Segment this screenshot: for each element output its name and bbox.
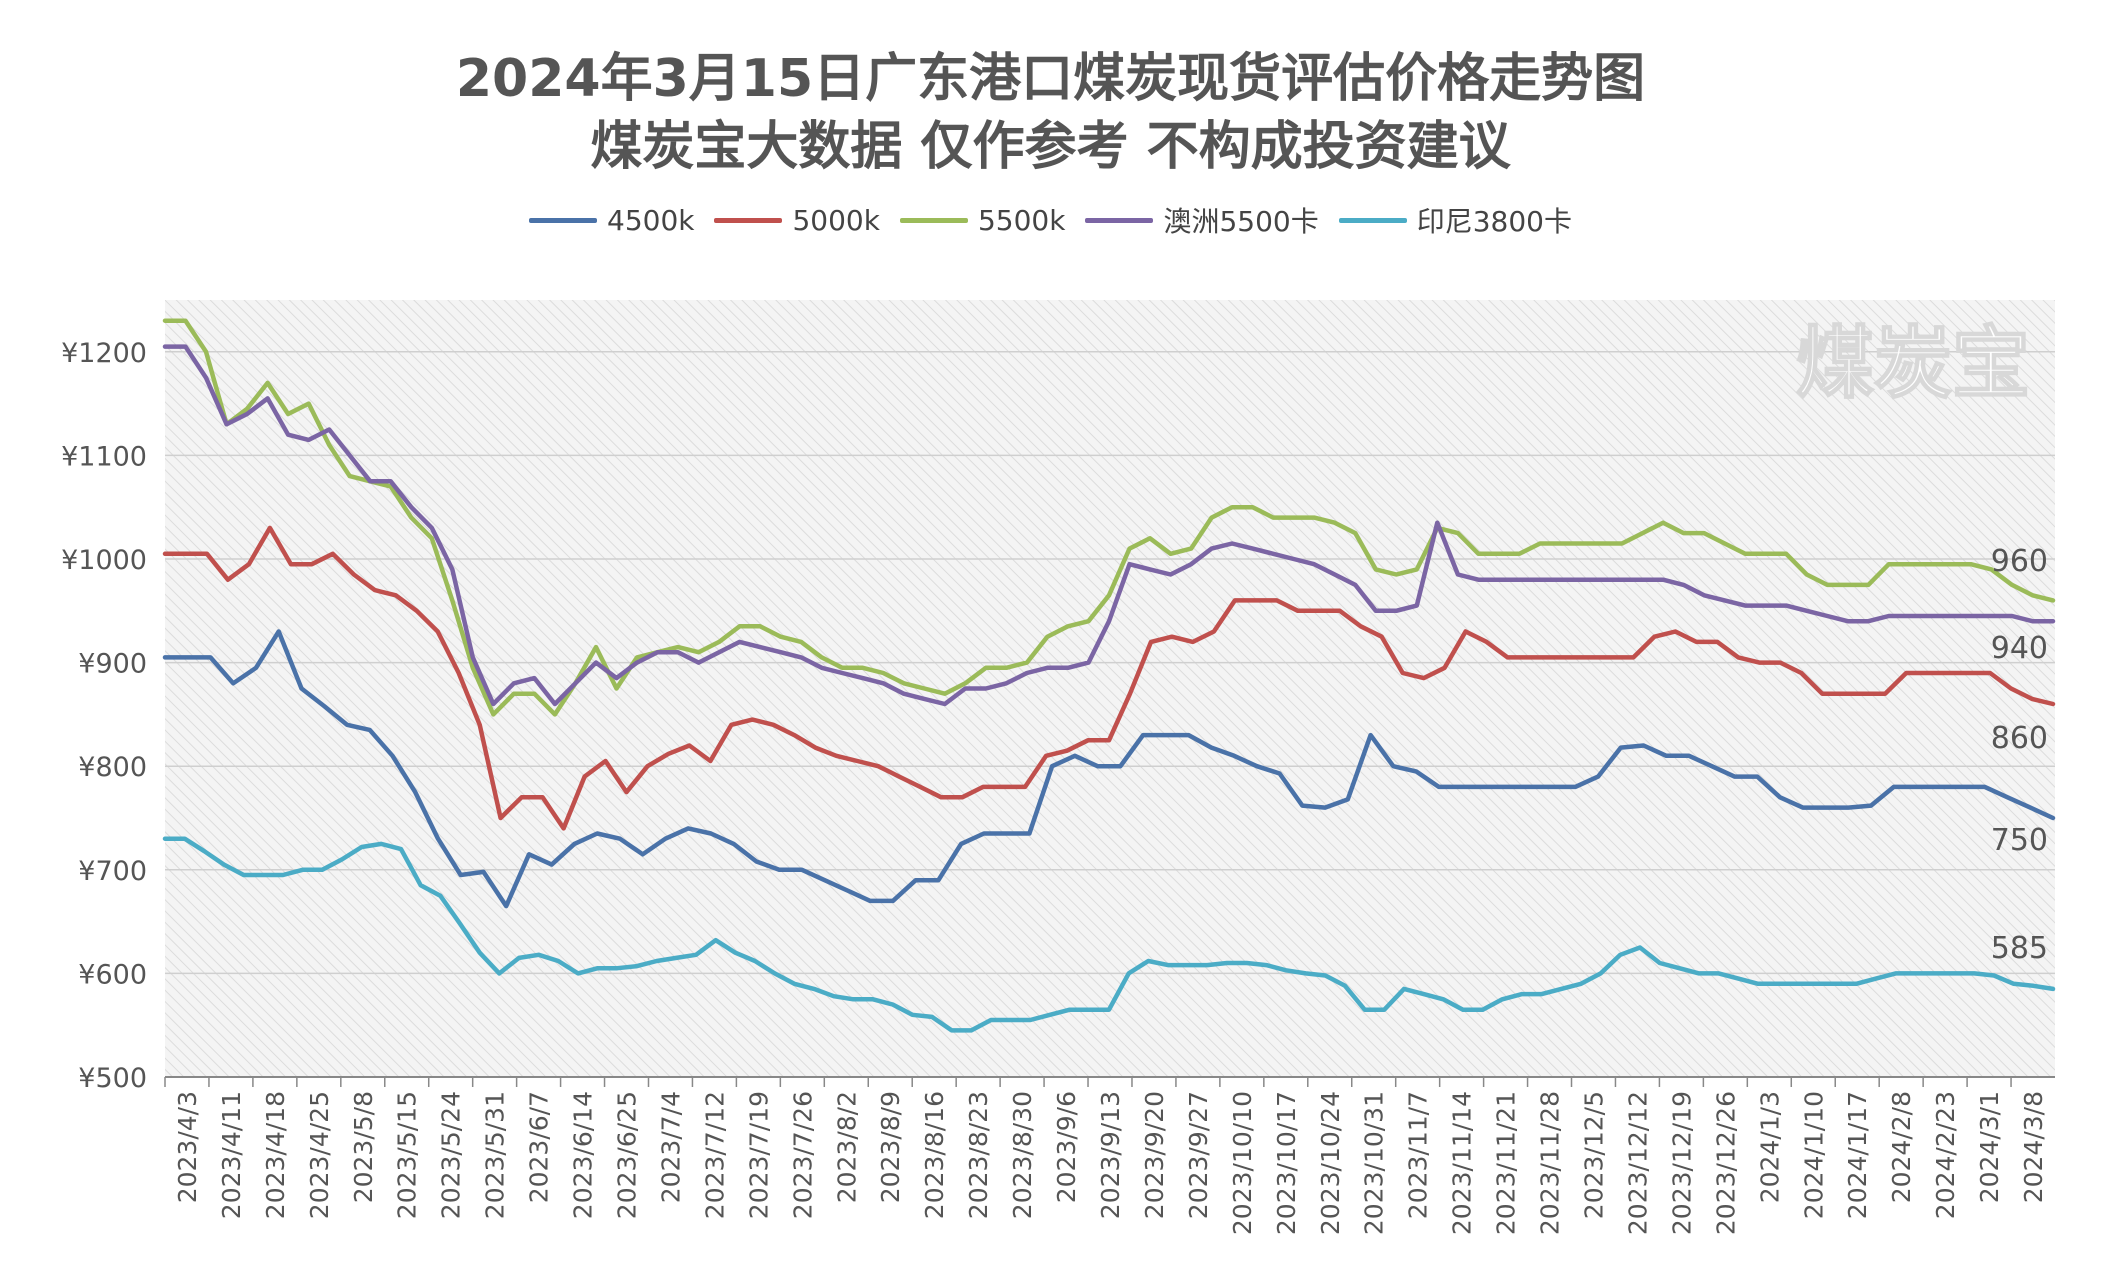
y-tick-label: ¥600: [78, 959, 147, 990]
end-value-label: 860: [1991, 721, 2048, 756]
x-tick-label: 2023/10/10: [1228, 1091, 1257, 1235]
y-tick-label: ¥1000: [61, 545, 147, 576]
x-tick-label: 2023/4/18: [261, 1091, 290, 1219]
end-value-label: 585: [1991, 931, 2048, 966]
legend-swatch: [1338, 217, 1407, 223]
legend-label: 印尼3800卡: [1416, 205, 1572, 238]
chart-subtitle: 煤炭宝大数据 仅作参考 不构成投资建议: [590, 117, 1511, 177]
legend-label: 5000k: [792, 203, 880, 237]
y-tick-label: ¥800: [78, 752, 147, 783]
legend-swatch: [529, 217, 597, 223]
x-tick-label: 2023/10/31: [1360, 1091, 1389, 1235]
x-tick-label: 2023/10/17: [1272, 1091, 1301, 1235]
end-value-label: 960: [1991, 544, 2048, 579]
series-line-1: [162, 525, 2056, 831]
series-line-4: [162, 836, 2056, 1033]
end-value-label: 940: [1991, 631, 2048, 666]
legend-swatch: [899, 217, 968, 223]
legend-label: 澳洲5500卡: [1163, 205, 1319, 238]
x-tick-label: 2023/8/9: [876, 1091, 905, 1203]
x-tick-label: 2023/6/25: [613, 1091, 642, 1219]
x-tick-label: 2023/6/7: [525, 1091, 554, 1203]
x-tick-label: 2023/9/6: [1052, 1091, 1081, 1203]
x-tick-label: 2024/2/8: [1887, 1091, 1916, 1203]
x-tick-label: 2023/5/15: [393, 1091, 422, 1219]
x-tick-label: 2023/11/21: [1492, 1091, 1521, 1235]
x-tick-label: 2023/12/12: [1623, 1091, 1652, 1235]
x-tick-label: 2023/4/11: [217, 1091, 246, 1219]
legend-label: 4500k: [607, 203, 695, 237]
x-tick-label: 2023/10/24: [1316, 1091, 1345, 1235]
series-line-2: [162, 318, 2056, 717]
x-tick-label: 2023/12/19: [1667, 1091, 1696, 1235]
y-tick-label: ¥1100: [61, 441, 147, 472]
x-tick-label: 2023/7/12: [700, 1091, 729, 1219]
x-tick-label: 2023/9/27: [1184, 1091, 1213, 1219]
x-tick-label: 2023/7/4: [656, 1091, 685, 1203]
legend: 4500k 5000k 5500k 澳洲5500卡 印尼3800卡: [0, 200, 2101, 240]
x-tick-label: 2023/8/23: [964, 1091, 993, 1219]
legend-label: 5500k: [977, 203, 1066, 237]
end-value-label: 750: [1991, 823, 2048, 858]
chart-title: 2024年3月15日广东港口煤炭现货评估价格走势图: [455, 49, 1646, 109]
watermark-logo: 煤炭宝: [1796, 319, 2030, 409]
x-tick-label: 2023/5/24: [437, 1091, 466, 1219]
x-tick-label: 2023/5/31: [481, 1091, 510, 1219]
x-tick-label: 2023/7/19: [744, 1091, 773, 1219]
x-tick-label: 2023/12/5: [1579, 1091, 1608, 1219]
x-tick-label: 2023/6/14: [569, 1091, 598, 1219]
x-tick-label: 2023/12/26: [1711, 1091, 1740, 1235]
x-tick-label: 2023/8/30: [1008, 1091, 1037, 1219]
x-tick-label: 2024/3/8: [2019, 1091, 2048, 1203]
legend-item[interactable]: 4500k: [529, 200, 694, 240]
x-tick-label: 2023/11/14: [1448, 1091, 1477, 1235]
legend-item[interactable]: 澳洲5500卡: [1085, 200, 1319, 240]
x-tick-label: 2024/1/17: [1843, 1091, 1872, 1219]
x-tick-label: 2023/9/13: [1096, 1091, 1125, 1219]
y-tick-label: ¥900: [78, 649, 147, 680]
y-tick-label: ¥1200: [61, 338, 147, 369]
legend-item[interactable]: 5000k: [714, 200, 880, 240]
y-tick-label: ¥500: [78, 1063, 147, 1094]
x-tick-label: 2023/11/7: [1404, 1091, 1433, 1219]
series-line-3: [162, 344, 2056, 707]
legend-item[interactable]: 印尼3800卡: [1338, 200, 1572, 240]
x-tick-label: 2023/9/20: [1140, 1091, 1169, 1219]
plot-area: [165, 300, 2055, 1077]
legend-swatch: [714, 217, 783, 223]
x-tick-label: 2023/4/25: [305, 1091, 334, 1219]
x-tick-label: 2023/4/3: [173, 1091, 202, 1203]
x-tick-label: 2024/3/1: [1975, 1091, 2004, 1203]
y-tick-label: ¥700: [78, 856, 147, 887]
x-tick-label: 2024/1/10: [1799, 1091, 1828, 1219]
legend-item[interactable]: 5500k: [899, 200, 1066, 240]
legend-swatch: [1085, 217, 1154, 223]
x-tick-label: 2024/1/3: [1755, 1091, 1784, 1203]
x-tick-label: 2023/5/8: [349, 1091, 378, 1203]
x-tick-label: 2023/11/28: [1536, 1091, 1565, 1235]
x-tick-label: 2023/8/2: [832, 1091, 861, 1203]
x-tick-label: 2023/8/16: [920, 1091, 949, 1219]
series-line-0: [162, 629, 2056, 909]
x-tick-label: 2024/2/23: [1931, 1091, 1960, 1219]
x-tick-label: 2023/7/26: [788, 1091, 817, 1219]
